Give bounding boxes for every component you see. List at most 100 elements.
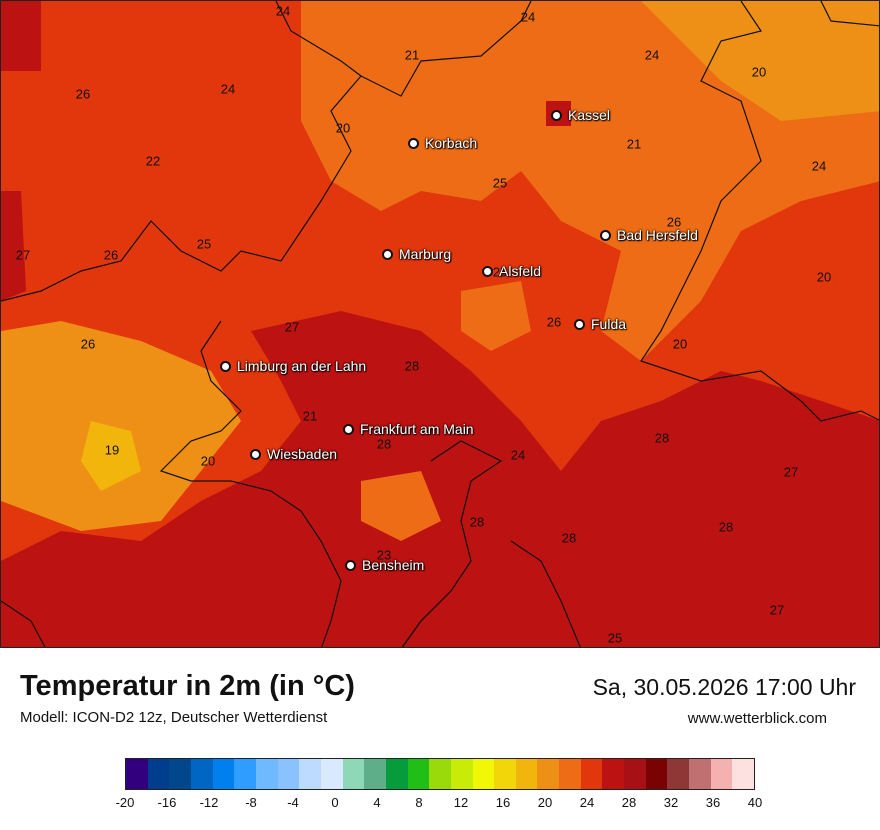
legend-swatch (126, 759, 148, 789)
map-value: 25 (196, 236, 212, 252)
city-marker-icon (345, 559, 356, 571)
city-bensheim[interactable]: Bensheim (345, 557, 424, 573)
city-marker-icon (600, 229, 611, 241)
website-link[interactable]: www.wetterblick.com (687, 710, 827, 727)
legend-swatch (645, 759, 668, 789)
map-value: 27 (284, 319, 300, 335)
city-marker-icon (482, 265, 493, 277)
field-zone-hot (1, 311, 879, 647)
legend-tick-label: 8 (415, 795, 423, 810)
map-value: 25 (492, 264, 508, 280)
map-value: 21 (626, 136, 642, 152)
map-value: 28 (469, 514, 485, 530)
city-bad-hersfeld[interactable]: Bad Hersfeld (600, 227, 698, 243)
legend-tick-label: 24 (579, 795, 595, 810)
city-korbach[interactable]: Korbach (408, 135, 477, 151)
legend-swatch (580, 759, 603, 789)
city-label: Alsfeld (499, 263, 542, 279)
field-zone-northeast (641, 1, 879, 121)
map-value: 19 (104, 442, 120, 458)
map-value: 24 (220, 81, 236, 97)
legend-swatch (320, 759, 343, 789)
city-label: Marburg (399, 246, 452, 262)
field-zone-hot-nw (1, 1, 41, 71)
legend-swatch (667, 759, 690, 789)
city-label: Wiesbaden (267, 446, 338, 462)
city-label: Fulda (591, 316, 627, 332)
city-label: Limburg an der Lahn (237, 358, 367, 374)
map-value: 20 (816, 269, 832, 285)
city-marker-icon (408, 137, 419, 149)
legend-swatch (212, 759, 235, 789)
legend-swatch (364, 759, 386, 789)
map-value: 26 (546, 314, 562, 330)
map-value: 20 (200, 453, 216, 469)
legend-tick-label: 12 (453, 795, 469, 810)
legend-tick-label: 16 (495, 795, 511, 810)
legend-tick-label: 32 (663, 795, 679, 810)
legend-tick-label: 0 (331, 795, 339, 810)
city-marker-icon (551, 109, 562, 121)
color-scale-ticks: -20 -16 -12 -8 -4 0 4 8 12 16 20 24 28 32 36 40 (116, 795, 763, 815)
city-label: Bad Hersfeld (617, 227, 698, 243)
field-zone-mid-south (361, 471, 441, 541)
legend-tick-label: -16 (157, 795, 177, 810)
map-value: 23 (376, 547, 392, 563)
temperature-field (1, 1, 879, 647)
city-limburg[interactable]: Limburg an der Lahn (220, 358, 366, 374)
map-value: 27 (769, 602, 785, 618)
legend-swatch (602, 759, 625, 789)
map-value: 28 (654, 430, 670, 446)
city-marker-icon (220, 360, 231, 372)
map-value: 24 (644, 47, 660, 63)
legend-swatch (515, 759, 538, 789)
map-value: 24 (811, 158, 827, 174)
legend-swatch (732, 759, 755, 789)
legend-tick-label: 20 (537, 795, 553, 810)
legend-tick-label: -4 (287, 795, 299, 810)
city-marburg[interactable]: Marburg (382, 246, 451, 262)
map-title: Temperatur in 2m (in °C) (20, 670, 355, 702)
map-value: 26 (103, 247, 119, 263)
map-value: 28 (404, 358, 420, 374)
legend-swatch (624, 759, 646, 789)
legend-swatch (147, 759, 170, 789)
map-value: 24 (510, 447, 526, 463)
city-alsfeld[interactable]: Alsfeld (482, 263, 541, 279)
city-marker-icon (574, 318, 585, 330)
map-value: 20 (335, 120, 351, 136)
city-wiesbaden[interactable]: Wiesbaden (250, 446, 337, 462)
field-zone-center (461, 281, 531, 351)
model-info: Modell: ICON-D2 12z, Deutscher Wetterdie… (20, 709, 328, 726)
temperature-map: 24 24 21 24 20 26 24 20 25 21 22 24 25 2… (0, 0, 880, 648)
legend-tick-label: -8 (245, 795, 257, 810)
city-marker-icon (382, 248, 393, 260)
legend-swatch (385, 759, 408, 789)
map-value: 25 (607, 630, 623, 646)
field-zone-cool-spot (81, 421, 141, 491)
legend-swatch (429, 759, 451, 789)
legend-swatch (450, 759, 473, 789)
legend-tick-label: 28 (621, 795, 637, 810)
map-value: 22 (145, 153, 161, 169)
city-marker-icon (343, 423, 354, 435)
map-value: 20 (672, 336, 688, 352)
color-scale-legend (125, 758, 755, 790)
map-value: 21 (302, 408, 318, 424)
legend-swatch (710, 759, 733, 789)
forecast-datetime: Sa, 30.05.2026 17:00 Uhr (592, 674, 856, 700)
map-value: 21 (404, 47, 420, 63)
map-value: 24 (520, 9, 536, 25)
map-value: 26 (80, 336, 96, 352)
map-value: 28 (561, 530, 577, 546)
city-label: Frankfurt am Main (360, 421, 474, 437)
legend-swatch (169, 759, 191, 789)
map-value: 20 (751, 64, 767, 80)
city-kassel[interactable]: Kassel (551, 107, 610, 123)
legend-swatch (559, 759, 581, 789)
map-value: 28 (376, 436, 392, 452)
legend-swatch (234, 759, 256, 789)
city-fulda[interactable]: Fulda (574, 316, 626, 332)
city-frankfurt[interactable]: Frankfurt am Main (343, 421, 474, 437)
legend-swatch (472, 759, 495, 789)
